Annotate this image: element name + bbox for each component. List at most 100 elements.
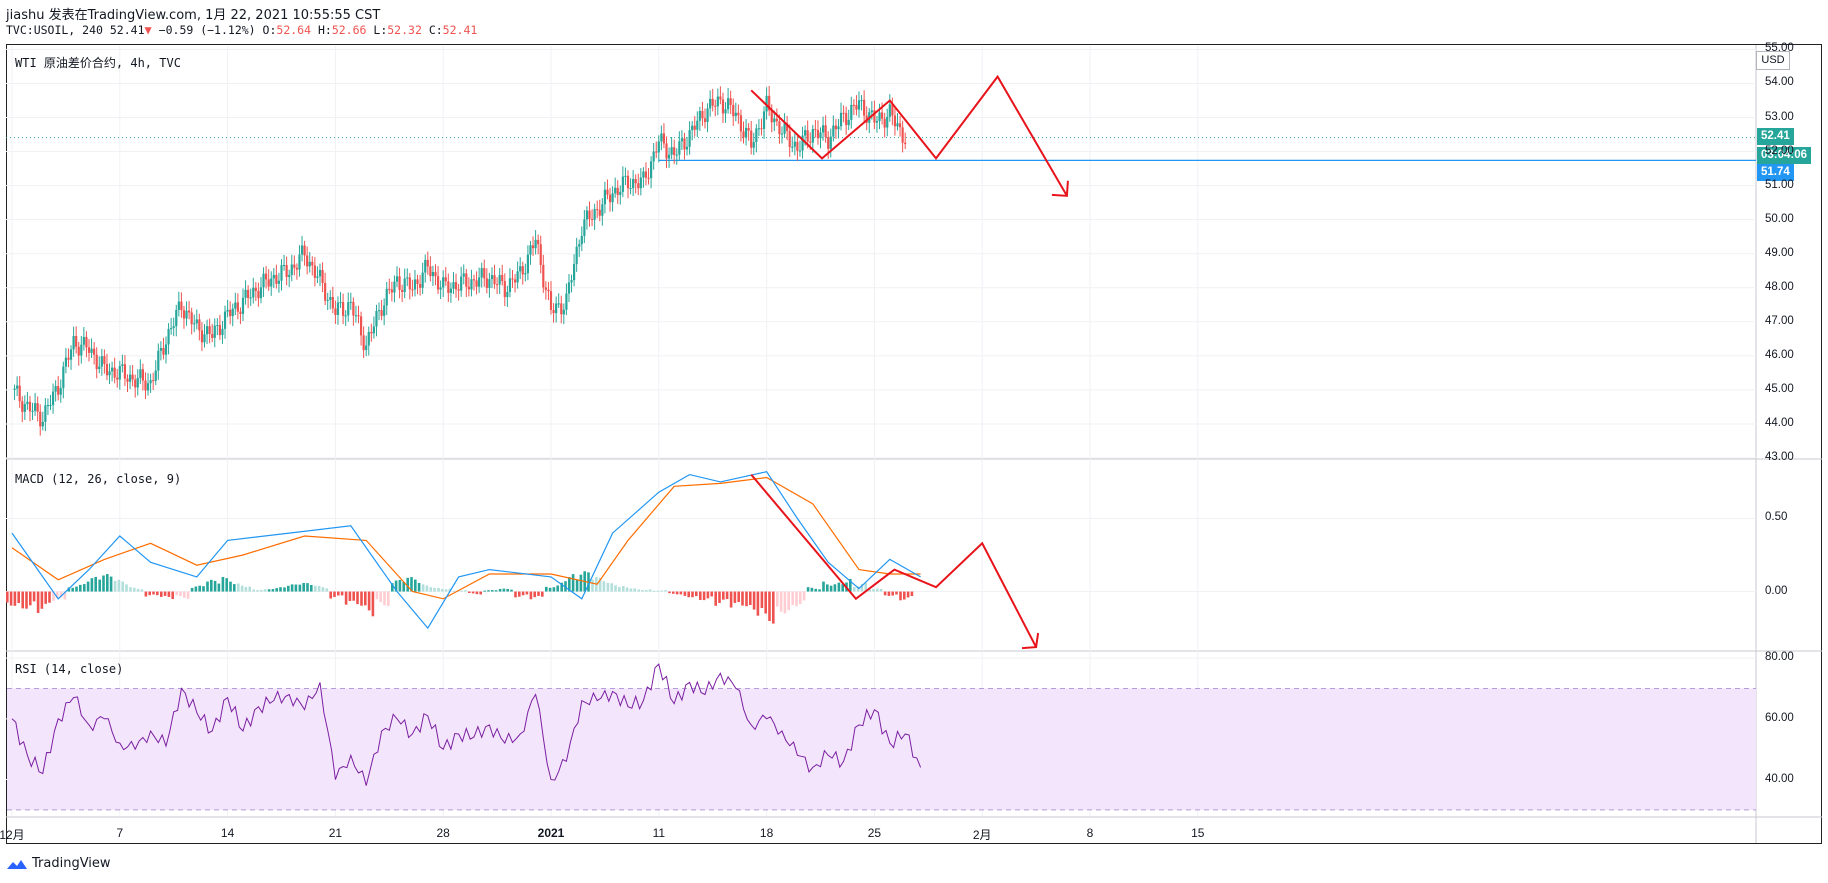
macd-histogram-bar <box>602 581 606 592</box>
macd-histogram-bar <box>202 586 205 592</box>
candle-body <box>144 380 147 391</box>
y-tick-label: 50.00 <box>1765 212 1794 225</box>
macd-histogram-bar <box>333 591 336 598</box>
candle-body <box>673 147 676 156</box>
price-pane-title: WTI 原油差价合约, 4h, TVC <box>15 56 181 70</box>
macd-histogram-bar <box>86 581 90 592</box>
candle-body <box>262 273 265 288</box>
candle-body <box>567 282 571 294</box>
candle-body <box>634 179 637 184</box>
candle-body <box>598 209 601 216</box>
close-value: 52.41 <box>442 23 478 37</box>
x-tick-label: 8 <box>1086 826 1094 840</box>
candle-body <box>652 151 655 162</box>
macd-histogram-bar <box>56 591 59 599</box>
candle-body <box>483 268 486 279</box>
macd-histogram-bar <box>876 588 879 592</box>
candle-body <box>875 120 879 123</box>
candle-body <box>205 326 209 335</box>
macd-histogram-bar <box>263 589 267 592</box>
candle-body <box>375 311 378 327</box>
chart-frame[interactable] <box>6 44 1822 844</box>
candle-body <box>406 277 409 279</box>
candle-body <box>531 245 535 249</box>
candle-body <box>496 284 499 286</box>
macd-histogram-bar <box>225 578 228 592</box>
macd-histogram-bar <box>287 585 290 592</box>
macd-line <box>11 471 921 630</box>
candle-body <box>660 133 663 142</box>
candle-body <box>637 183 640 189</box>
y-tick-label: 48.00 <box>1765 280 1794 293</box>
macd-histogram-bar <box>756 591 760 616</box>
candle-body <box>619 191 622 195</box>
candle-body <box>380 310 383 316</box>
macd-histogram-bar <box>760 591 764 608</box>
candle-body <box>773 118 776 123</box>
candle-body <box>472 279 476 281</box>
candle-body <box>365 345 368 351</box>
candle-body <box>729 98 732 105</box>
candle-body <box>845 113 848 126</box>
macd-histogram-bar <box>371 591 375 617</box>
macd-histogram-bar <box>494 590 498 592</box>
macd-histogram-bar <box>32 591 36 602</box>
macd-histogram-bar <box>163 591 167 596</box>
macd-histogram-bar <box>687 591 690 598</box>
macd-histogram-bar <box>764 591 767 614</box>
candle-body <box>188 310 191 313</box>
macd-histogram-bar <box>240 585 244 592</box>
macd-histogram-bar <box>13 591 17 606</box>
candle-body <box>560 303 563 315</box>
macd-histogram-bar <box>71 587 74 592</box>
candle-body <box>770 110 773 123</box>
candle-body <box>611 193 614 203</box>
candle-body <box>95 354 98 370</box>
macd-histogram-bar <box>40 591 44 609</box>
candle-body <box>216 324 219 326</box>
candle-body <box>898 123 902 128</box>
candle-body <box>172 326 175 328</box>
candle-body <box>680 138 683 142</box>
candle-body <box>537 239 540 245</box>
macd-histogram-bar <box>899 591 902 601</box>
candle-body <box>223 311 227 329</box>
tradingview-brand[interactable]: TradingView <box>6 856 111 871</box>
macd-histogram-bar <box>167 591 171 597</box>
candle-body <box>657 141 660 153</box>
candle-body <box>829 136 832 149</box>
symbol-interval: TVC:USOIL, 240 <box>6 23 103 37</box>
candle-body <box>501 275 504 282</box>
currency-button[interactable]: USD <box>1756 51 1790 70</box>
candle-body <box>49 405 52 407</box>
candle-body <box>321 269 324 284</box>
macd-histogram-bar <box>841 584 844 592</box>
macd-histogram-bar <box>787 591 790 611</box>
candle-body <box>390 289 393 293</box>
candle-body <box>118 365 121 380</box>
macd-histogram-bar <box>144 591 148 597</box>
macd-histogram-bar <box>849 578 852 592</box>
macd-histogram-bar <box>52 591 55 601</box>
candle-body <box>134 379 137 388</box>
candle-body <box>342 302 345 316</box>
candle-body <box>316 276 319 278</box>
macd-histogram-bar <box>206 581 209 592</box>
macd-histogram-bar <box>179 591 182 597</box>
candle-body <box>51 391 55 406</box>
candle-body <box>752 142 755 148</box>
candle-body <box>583 219 586 236</box>
candle-body <box>709 98 712 109</box>
candle-body <box>834 125 837 130</box>
candle-body <box>678 141 681 155</box>
candle-body <box>891 104 894 116</box>
candle-body <box>601 204 604 216</box>
candle-body <box>431 272 435 277</box>
candle-body <box>152 380 155 382</box>
candle-body <box>424 259 427 273</box>
candle-body <box>624 175 627 177</box>
macd-histogram-bar <box>521 591 525 596</box>
candle-body <box>552 310 555 314</box>
candle-body <box>742 131 745 138</box>
